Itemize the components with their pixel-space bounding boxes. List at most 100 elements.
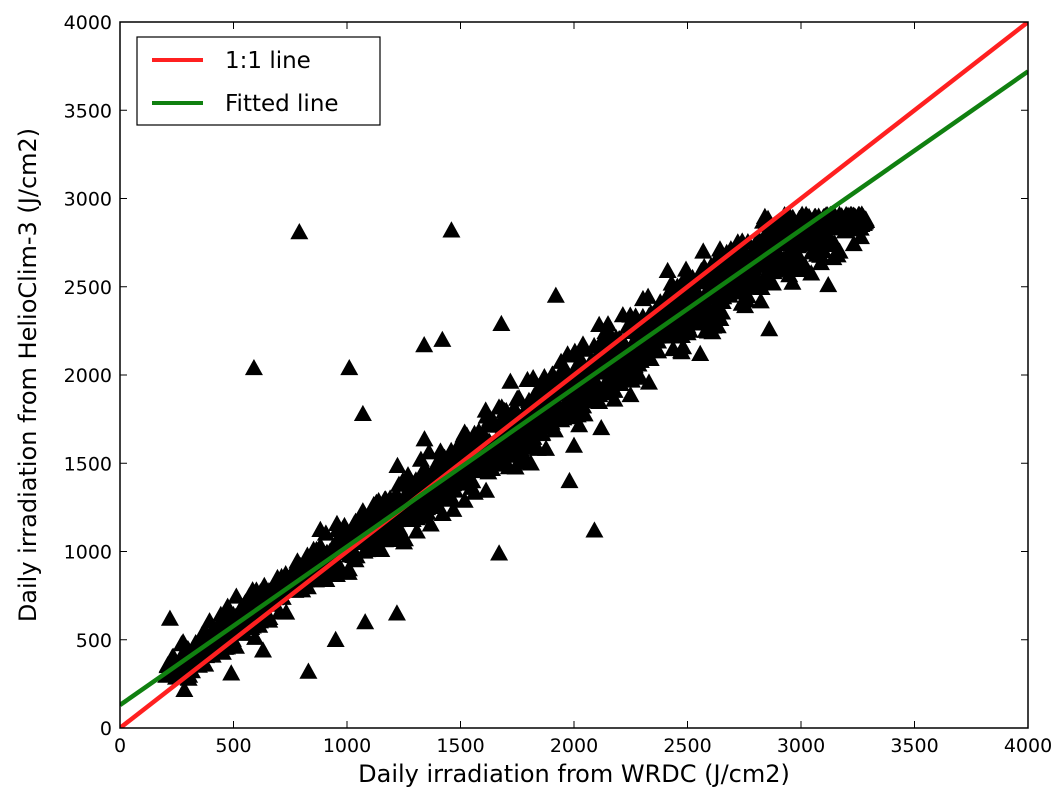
data-point (613, 306, 632, 323)
data-point (251, 583, 270, 600)
data-point (701, 321, 720, 339)
data-point (227, 587, 246, 604)
data-point (264, 579, 283, 596)
data-point (358, 540, 377, 558)
data-point (621, 385, 640, 403)
data-point (755, 253, 774, 270)
data-point (597, 371, 616, 389)
data-point-outlier (655, 291, 674, 309)
data-point (658, 321, 677, 338)
x-tick-label: 3000 (777, 735, 825, 757)
data-point (311, 520, 330, 537)
data-point (411, 450, 430, 467)
legend-label-fitted-line: Fitted line (225, 91, 339, 117)
y-tick-label: 3500 (64, 100, 112, 122)
data-point-outlier (433, 330, 452, 347)
data-point (406, 471, 425, 488)
data-point (194, 634, 213, 652)
data-point-outlier (760, 320, 779, 337)
data-point-outlier (353, 404, 372, 422)
data-point (631, 351, 650, 368)
y-tick-label: 2500 (64, 277, 112, 299)
data-point (736, 243, 755, 260)
y-tick-label: 2000 (64, 365, 112, 387)
data-point (745, 264, 764, 281)
data-point (694, 242, 713, 259)
data-point (777, 215, 796, 232)
data-point (455, 491, 474, 508)
data-point (832, 213, 851, 230)
data-point (821, 219, 840, 236)
data-point-outlier (565, 436, 583, 453)
x-axis-label: Daily irradiation from WRDC (J/cm2) (358, 760, 790, 788)
data-point (662, 300, 681, 317)
data-point (609, 335, 628, 352)
legend-label-1-1-line: 1:1 line (225, 48, 311, 74)
data-point (209, 616, 228, 633)
data-point (553, 400, 572, 417)
data-point (749, 231, 768, 248)
data-point (328, 521, 347, 538)
x-tick-label: 4000 (1004, 735, 1052, 757)
data-point (415, 430, 434, 447)
data-point-outlier (830, 242, 849, 259)
data-point (537, 439, 556, 456)
data-point-outlier (521, 454, 540, 471)
data-point (658, 261, 677, 279)
data-point (441, 475, 460, 492)
data-point (353, 502, 372, 519)
data-point (752, 274, 771, 291)
data-point (337, 526, 356, 543)
data-point (763, 274, 782, 291)
data-point (481, 409, 500, 426)
data-point-outlier (546, 286, 565, 303)
data-point (434, 457, 453, 474)
data-point (393, 471, 412, 488)
data-point (590, 315, 609, 333)
data-point (821, 205, 840, 223)
y-axis-label: Daily irradiation from HelioClim-3 (J/cm… (14, 128, 42, 622)
data-point (751, 292, 770, 309)
data-point (626, 307, 645, 324)
data-point (364, 495, 383, 513)
data-point (209, 632, 228, 649)
data-point (782, 256, 801, 273)
data-point (808, 214, 827, 231)
data-point (335, 516, 354, 534)
y-tick-label: 1000 (64, 542, 112, 564)
data-point (260, 608, 279, 625)
data-point (532, 424, 551, 442)
data-point (339, 563, 358, 580)
data-point (285, 558, 304, 576)
data-point (431, 447, 450, 464)
data-point (822, 235, 841, 253)
data-point-outlier (585, 521, 604, 538)
data-point (793, 229, 812, 246)
data-point (506, 400, 525, 418)
data-point (796, 257, 815, 274)
data-point (803, 243, 822, 260)
data-point (674, 270, 693, 288)
data-point (711, 309, 730, 327)
data-point (684, 283, 703, 300)
data-point (501, 372, 520, 389)
data-point (385, 530, 404, 548)
x-tick-label: 2000 (550, 735, 598, 757)
data-point (737, 291, 756, 308)
data-point-outlier (356, 613, 375, 630)
data-point (346, 547, 365, 564)
legend-box (136, 36, 381, 126)
data-point (508, 389, 527, 406)
data-point (276, 564, 295, 582)
data-point (639, 373, 658, 390)
data-point (780, 245, 799, 262)
data-point (246, 628, 265, 645)
data-point-outlier (244, 358, 263, 376)
data-point (524, 369, 543, 386)
data-point (573, 335, 592, 352)
data-point (704, 301, 723, 318)
data-point (622, 364, 641, 382)
data-point (347, 522, 366, 539)
data-point (844, 234, 863, 252)
